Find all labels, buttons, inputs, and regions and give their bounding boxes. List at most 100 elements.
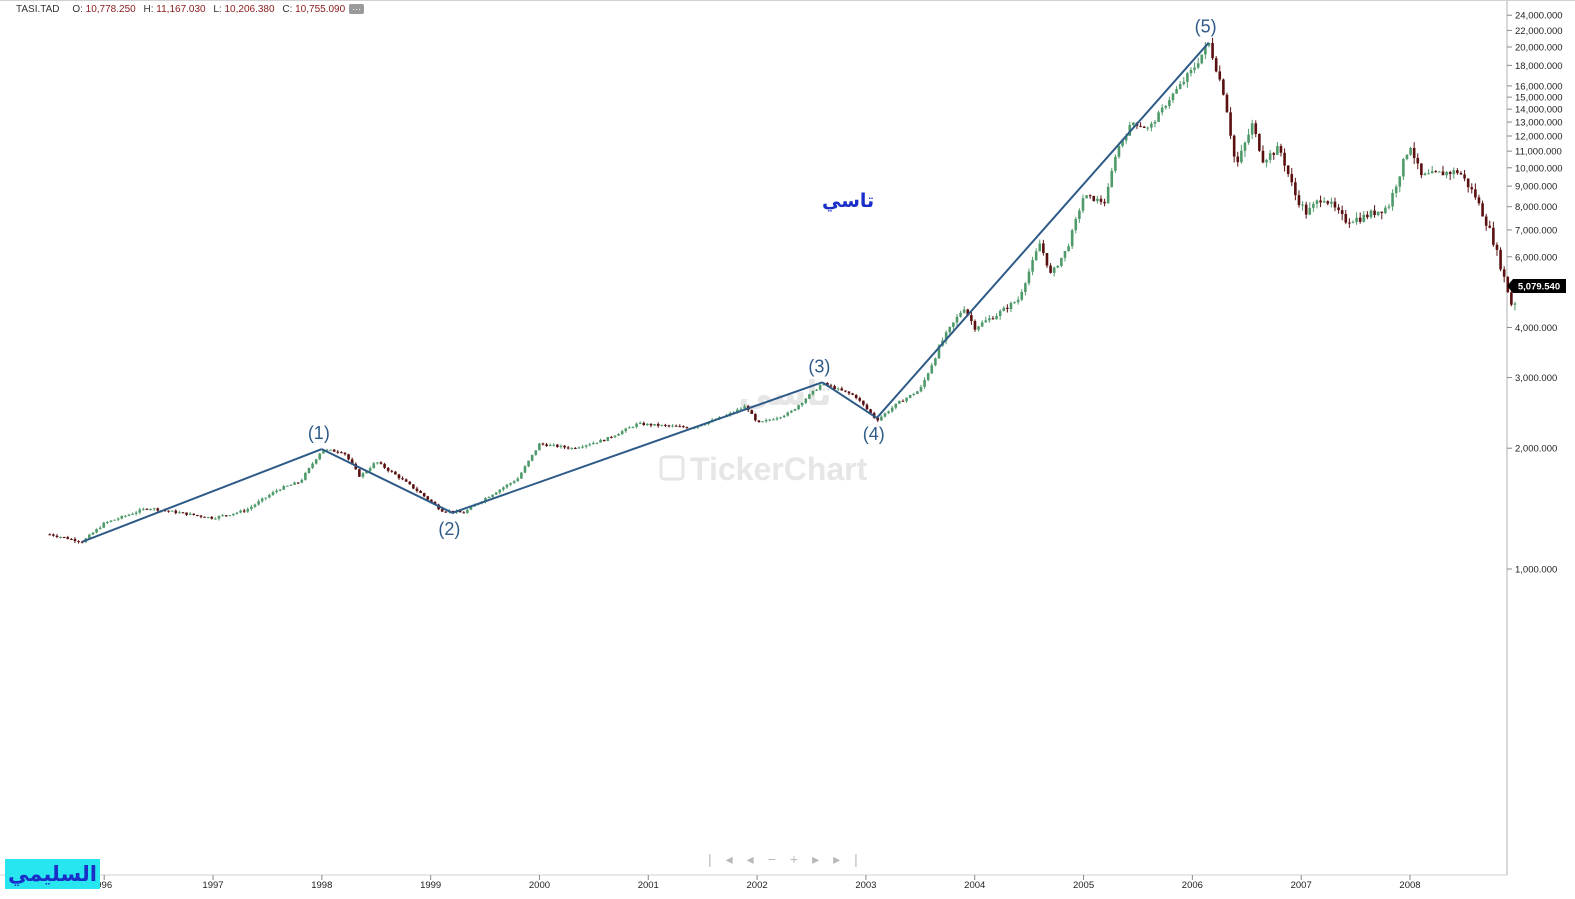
candle-down (966, 309, 970, 316)
y-tick-label: 7,000.000 (1515, 225, 1557, 236)
candle-up (638, 422, 642, 424)
candle-down (1488, 225, 1492, 228)
candle-up (1124, 135, 1128, 141)
y-tick-label: 24,000.000 (1515, 11, 1563, 22)
candle-up (1020, 291, 1024, 300)
candle-down (156, 508, 160, 511)
y-tick-label: 16,000.000 (1515, 81, 1563, 92)
candle-up (584, 445, 588, 447)
y-tick-label: 11,000.000 (1515, 147, 1562, 158)
candle-up (890, 407, 894, 412)
candle-down (1092, 195, 1096, 201)
candle-up (368, 468, 372, 472)
time-axis[interactable]: 996 1997 1998 1999 2000 2001 2002 2003 2004 2005 2… (96, 875, 1421, 891)
candle-down (563, 445, 566, 448)
watermark: تاسي TickerChart (659, 374, 868, 487)
candle-up (660, 424, 664, 426)
candle-down (1211, 42, 1214, 59)
wave-segment (452, 381, 823, 514)
candle-up (1153, 121, 1157, 124)
candle-up (498, 489, 502, 493)
candle-down (854, 394, 858, 399)
candle-down (1272, 153, 1276, 155)
candle-up (764, 419, 768, 422)
candle-up (1322, 201, 1326, 203)
candle-down (145, 508, 149, 510)
candle-up (1394, 186, 1398, 193)
candle-up (329, 449, 332, 451)
zoom-in-icon[interactable]: + (789, 851, 813, 867)
prev-icon[interactable]: ◂ (746, 851, 768, 867)
candle-down (1006, 307, 1009, 310)
candle-up (1117, 145, 1121, 157)
candle-down (80, 541, 84, 543)
candle-up (923, 379, 926, 387)
last-icon[interactable]: ▸| (833, 851, 872, 867)
candle-up (790, 410, 793, 413)
candle-up (552, 444, 556, 446)
candle-up (1002, 307, 1006, 312)
candle-up (786, 412, 790, 416)
y-tick-label: 6,000.000 (1515, 252, 1557, 263)
x-tick-label: 1997 (202, 880, 223, 891)
candle-up (811, 390, 815, 395)
candle-up (1078, 210, 1081, 219)
more-options-button[interactable]: ··· (348, 4, 364, 15)
candle-up (768, 419, 772, 421)
candle-up (1121, 140, 1124, 146)
candle-down (574, 447, 577, 449)
candle-up (1146, 127, 1150, 129)
candle-down (383, 463, 386, 468)
candle-down (1319, 200, 1322, 203)
next-icon[interactable]: ▸ (812, 851, 834, 867)
y-tick-label: 3,000.000 (1515, 373, 1557, 384)
candle-down (1348, 222, 1351, 224)
candle-up (188, 513, 192, 515)
candle-up (520, 472, 523, 479)
y-tick-label: 18,000.000 (1515, 61, 1563, 72)
candle-up (300, 479, 304, 483)
candle-down (390, 470, 394, 472)
y-tick-label: 9,000.000 (1515, 182, 1557, 193)
candle-up (1330, 201, 1333, 204)
candle-down (1344, 214, 1348, 223)
candle-up (260, 498, 264, 502)
wave-label: (2) (438, 519, 460, 539)
candle-up (1114, 156, 1117, 171)
candle-down (1463, 174, 1466, 179)
price-axis[interactable]: 24,000.000 22,000.000 20,000.000 18,000.000… (1507, 11, 1563, 576)
candle-down (185, 512, 188, 515)
candle-up (95, 529, 98, 533)
candle-up (1387, 206, 1391, 208)
candle-down (1499, 249, 1502, 270)
candle-up (1132, 122, 1135, 125)
tickerchart-logo-icon (659, 455, 685, 481)
chart-title: تاسي (822, 190, 875, 212)
zoom-out-icon[interactable]: − (767, 851, 790, 867)
candle-down (678, 426, 682, 428)
first-icon[interactable]: |◂ (708, 851, 747, 867)
candle-up (138, 509, 142, 513)
candle-up (376, 462, 379, 464)
candle-up (577, 447, 581, 449)
last-price-label: 5,079.540 (1518, 282, 1560, 293)
candle-up (271, 492, 275, 495)
candle-down (66, 537, 70, 540)
candle-down (566, 447, 570, 449)
candle-up (235, 512, 239, 514)
candle-up (595, 442, 599, 444)
candle-down (1283, 152, 1286, 166)
wave-label: (1) (308, 423, 330, 443)
candle-down (1477, 197, 1481, 204)
candle-down (408, 481, 412, 485)
candle-down (1434, 171, 1438, 173)
candle-down (1416, 157, 1420, 164)
candle-up (325, 449, 329, 451)
candle-up (170, 510, 174, 512)
candle-down (340, 452, 343, 454)
candle-down (1373, 210, 1376, 216)
candle-down (394, 471, 397, 475)
candle-up (1110, 170, 1114, 187)
candle-up (1355, 217, 1358, 223)
